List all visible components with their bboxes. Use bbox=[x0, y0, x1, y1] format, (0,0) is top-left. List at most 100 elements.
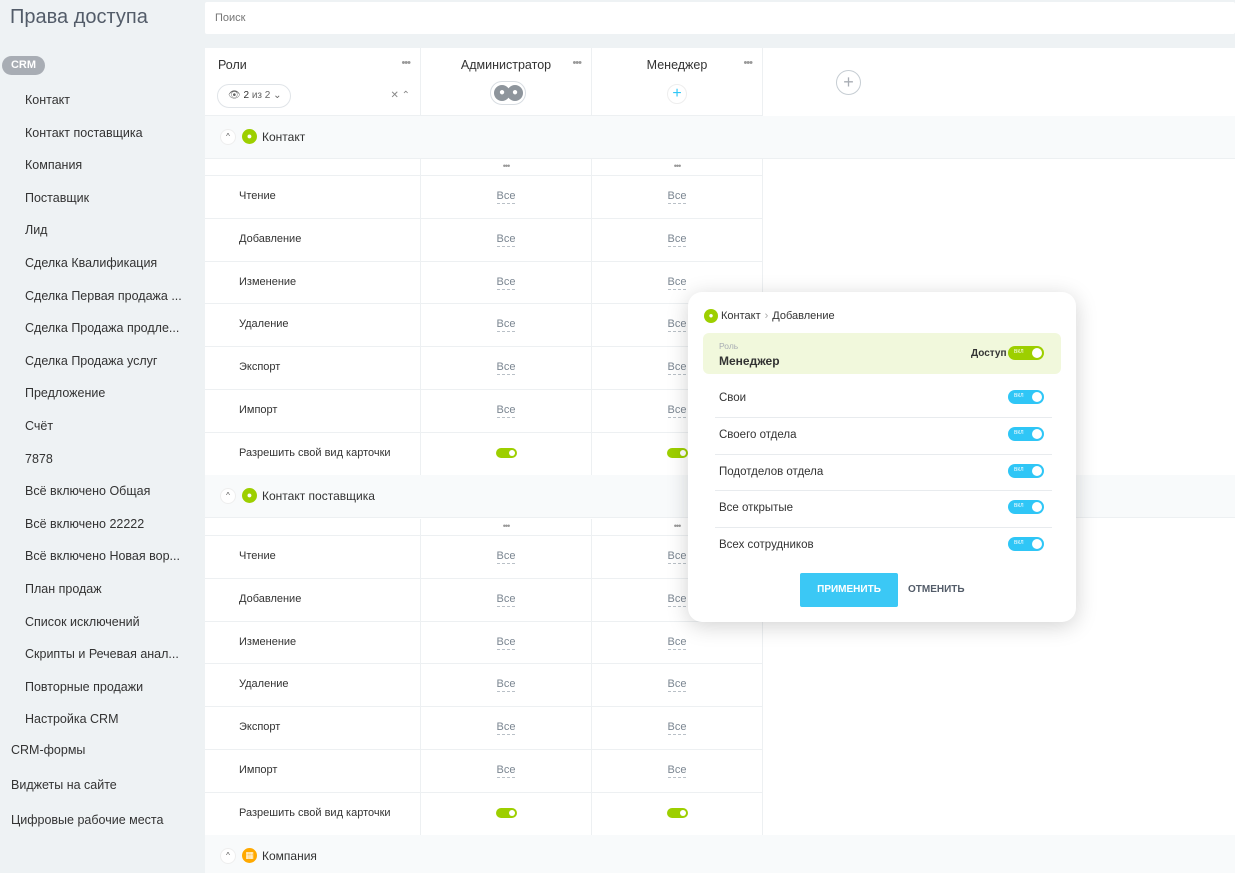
search-input[interactable] bbox=[205, 2, 1235, 34]
permission-value[interactable]: Все bbox=[667, 550, 687, 564]
sidebar-item[interactable]: Лид bbox=[25, 223, 48, 238]
more-icon[interactable]: ••• bbox=[401, 57, 411, 69]
permission-value[interactable]: Все bbox=[667, 592, 687, 607]
permission-value[interactable]: Все bbox=[667, 678, 687, 693]
chevron-up-icon[interactable]: ^ bbox=[220, 129, 236, 145]
card-view-toggle[interactable] bbox=[667, 447, 688, 458]
chevron-right-icon: › bbox=[764, 309, 769, 322]
chevron-up-icon[interactable]: ^ bbox=[220, 848, 236, 864]
sidebar-item[interactable]: Сделка Продажа услуг bbox=[25, 353, 158, 368]
avatar-group[interactable]: ● ● bbox=[490, 81, 526, 105]
permission-value[interactable]: Все bbox=[496, 721, 516, 736]
contact-icon: ● bbox=[704, 309, 718, 323]
sidebar-item[interactable]: 7878 bbox=[25, 451, 53, 466]
cell: Все bbox=[421, 176, 592, 218]
option-label: Все открытые bbox=[719, 502, 794, 515]
sidebar-item[interactable]: Всё включено Общая bbox=[25, 484, 151, 499]
permission-label: Чтение bbox=[239, 550, 276, 562]
permission-value[interactable]: Все bbox=[667, 361, 687, 376]
permission-value[interactable]: Все bbox=[667, 403, 687, 418]
sidebar-item[interactable]: Компания bbox=[25, 158, 83, 173]
sidebar-item[interactable]: Сделка Продажа продле... bbox=[25, 321, 180, 336]
permission-value[interactable]: Все bbox=[496, 635, 516, 650]
permission-value[interactable]: Все bbox=[496, 403, 516, 418]
sidebar-item[interactable]: Контакт bbox=[25, 93, 71, 107]
cell: Экспорт bbox=[205, 347, 421, 389]
cancel-button[interactable]: ОТМЕНИТЬ bbox=[908, 573, 965, 607]
role-box: Роль Менеджер Доступ ВКЛ bbox=[703, 333, 1061, 374]
permission-value[interactable]: Все bbox=[496, 190, 516, 204]
access-toggle[interactable]: ВКЛ bbox=[1008, 346, 1044, 360]
more-icon[interactable]: ••• bbox=[502, 521, 510, 531]
sidebar-item[interactable]: Контакт поставщика bbox=[25, 125, 143, 140]
permission-value[interactable]: Все bbox=[496, 592, 516, 607]
contact-icon: ● bbox=[242, 488, 257, 503]
sidebar-item[interactable]: Скрипты и Речевая анал... bbox=[25, 647, 179, 662]
permission-label: Разрешить свой вид карточки bbox=[239, 806, 391, 819]
cell: Все bbox=[592, 218, 763, 261]
sidebar-section-item[interactable]: Виджеты на сайте bbox=[11, 778, 117, 792]
card-view-toggle[interactable] bbox=[496, 447, 517, 458]
more-icon[interactable]: ••• bbox=[743, 57, 753, 69]
permission-value[interactable]: Все bbox=[667, 232, 687, 247]
cell: Все bbox=[421, 261, 592, 304]
permission-value[interactable]: Все bbox=[667, 318, 687, 333]
sidebar-item[interactable]: Всё включено 22222 bbox=[25, 516, 145, 531]
permission-value[interactable]: Все bbox=[496, 550, 516, 564]
section-header[interactable]: ^ ▦ Компания bbox=[205, 835, 1235, 873]
option-toggle[interactable]: ВКЛ bbox=[1008, 390, 1044, 404]
permission-value[interactable]: Все bbox=[496, 678, 516, 693]
permission-value[interactable]: Все bbox=[496, 232, 516, 247]
permission-value[interactable]: Все bbox=[496, 275, 516, 290]
cell: ••• bbox=[421, 159, 592, 175]
permission-value[interactable]: Все bbox=[667, 721, 687, 736]
sidebar-item-crm[interactable]: CRM bbox=[2, 56, 45, 75]
more-icon[interactable]: ••• bbox=[502, 161, 510, 171]
sidebar-section-item[interactable]: CRM-формы bbox=[11, 743, 86, 757]
card-view-toggle[interactable] bbox=[667, 807, 688, 818]
add-member-button[interactable]: + bbox=[667, 84, 687, 104]
option-toggle[interactable]: ВКЛ bbox=[1008, 537, 1044, 552]
column-menu-row: ••• ••• bbox=[205, 519, 763, 536]
sidebar-item[interactable]: Повторные продажи bbox=[25, 679, 144, 694]
permission-value[interactable]: Все bbox=[667, 275, 687, 290]
sidebar-item[interactable]: Сделка Квалификация bbox=[25, 255, 158, 270]
sidebar-item[interactable]: План продаж bbox=[25, 581, 102, 596]
sidebar-item[interactable]: Список исключений bbox=[25, 614, 140, 629]
more-icon[interactable]: ••• bbox=[673, 521, 681, 531]
card-view-toggle[interactable] bbox=[496, 807, 517, 818]
chevron-up-icon[interactable]: ^ bbox=[220, 488, 236, 504]
sidebar-item[interactable]: Всё включено Новая вор... bbox=[25, 549, 180, 564]
cell: Чтение bbox=[205, 536, 421, 578]
option-toggle[interactable]: ВКЛ bbox=[1008, 500, 1044, 515]
sidebar-section-item[interactable]: Цифровые рабочие места bbox=[11, 813, 164, 827]
permission-value[interactable]: Все bbox=[667, 190, 687, 204]
sidebar-item[interactable]: Настройка CRM bbox=[25, 712, 119, 727]
sidebar-item[interactable]: Предложение bbox=[25, 386, 106, 401]
cell: Изменение bbox=[205, 621, 421, 664]
more-icon[interactable]: ••• bbox=[572, 57, 582, 69]
permission-row: Удаление Все Все bbox=[205, 304, 763, 348]
permission-value[interactable]: Все bbox=[667, 763, 687, 778]
permission-value[interactable]: Все bbox=[496, 361, 516, 376]
option-toggle[interactable]: ВКЛ bbox=[1008, 426, 1044, 441]
permission-value[interactable]: Все bbox=[667, 635, 687, 650]
collapse-expand-icon[interactable]: ✕ ⌃ bbox=[390, 90, 410, 101]
toggle-text: ВКЛ bbox=[1014, 393, 1024, 399]
permission-row: Импорт Все Все bbox=[205, 749, 763, 793]
more-icon[interactable]: ••• bbox=[673, 161, 681, 171]
sidebar-item[interactable]: Поставщик bbox=[25, 190, 90, 205]
cell: Удаление bbox=[205, 304, 421, 347]
cell: Все bbox=[592, 261, 763, 304]
add-role-button[interactable]: + bbox=[836, 70, 861, 95]
permission-value[interactable]: Все bbox=[496, 318, 516, 333]
section-title: Контакт bbox=[262, 130, 306, 144]
permission-value[interactable]: Все bbox=[496, 763, 516, 778]
apply-button[interactable]: ПРИМЕНИТЬ bbox=[800, 573, 898, 607]
sidebar-bottom-list: CRM-формы Виджеты на сайте Цифровые рабочи… bbox=[0, 733, 163, 838]
section-header[interactable]: ^ ● Контакт bbox=[205, 116, 1235, 159]
roles-counter[interactable]: 👁 2 из 2 ⌄ bbox=[217, 84, 291, 108]
sidebar-item[interactable]: Счёт bbox=[25, 418, 54, 433]
option-toggle[interactable]: ВКЛ bbox=[1008, 463, 1044, 478]
sidebar-item[interactable]: Сделка Первая продажа ... bbox=[25, 288, 182, 303]
